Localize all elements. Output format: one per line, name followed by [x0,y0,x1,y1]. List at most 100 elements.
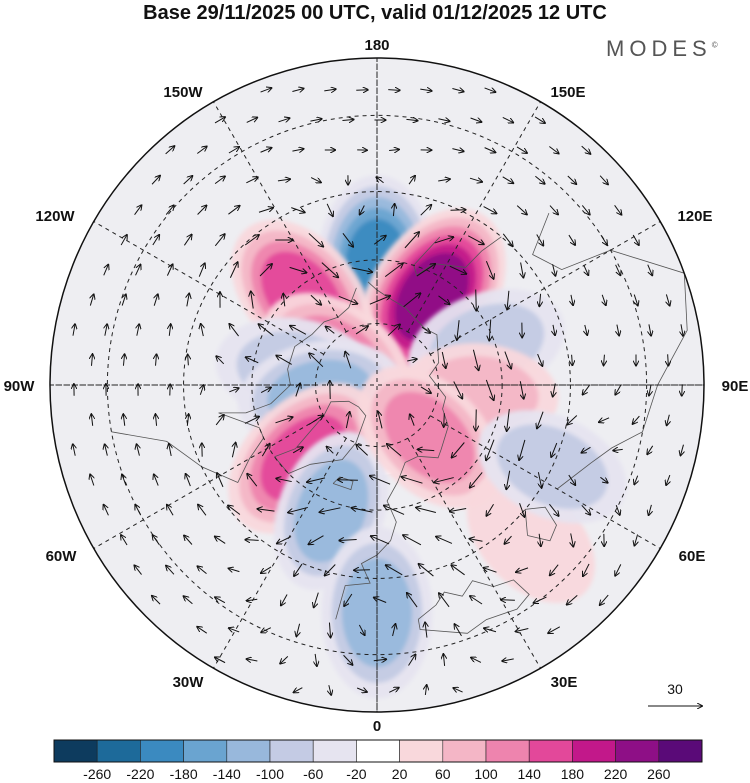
colorbar-tick-label: 60 [435,766,451,782]
colorbar-swatch [140,739,184,763]
wind-vector [453,688,463,692]
meridian-line [429,415,672,556]
wind-vector [516,629,529,632]
wind-vector [103,265,109,276]
wind-vector [443,654,444,666]
wind-vector [154,294,158,306]
wind-vector [452,88,463,91]
wind-vector [425,685,426,695]
wind-vector [167,505,174,516]
colorbar-swatch [312,739,357,763]
wind-vector [550,564,559,576]
wind-vector [91,354,92,366]
wind-vector [615,564,622,575]
wind-vector [339,539,357,540]
wind-vector [135,505,142,516]
wind-vector [295,384,300,397]
colorbar-tick-label: -140 [213,766,241,782]
wind-vector [105,324,107,336]
wind-vector [308,415,323,425]
wind-vector [389,149,399,150]
wind-vector [438,179,450,181]
wind-vector [338,295,357,303]
wind-vector [183,235,191,246]
wind-vector [617,324,619,336]
wind-vector [502,233,512,246]
wind-vector [90,294,93,306]
wind-vector [600,476,607,482]
wind-vector [229,388,238,392]
wind-vector [315,653,317,666]
wind-vector [123,354,124,366]
wind-vector [442,351,445,368]
wind-vector [288,506,308,512]
colorbar-swatch [269,739,314,763]
wind-vector [583,264,589,275]
wind-vector [386,565,403,576]
wind-vector [91,414,92,426]
wind-vector [165,146,175,155]
wind-vector [384,263,403,278]
wind-vector [134,205,142,216]
wind-vector [647,264,652,276]
colorbar-swatch [442,739,487,763]
wind-vector [536,234,544,245]
wind-vector [281,594,288,606]
wind-vector [403,293,421,308]
reference-vector: 30 [648,681,702,706]
wind-vector [470,118,482,122]
wind-vector [451,565,465,576]
meridian-line [206,437,347,680]
wind-vector [484,628,497,632]
wind-vector [585,324,587,335]
wind-vector [634,475,637,485]
wind-vector [259,264,272,277]
wind-vector [666,294,669,305]
wind-vector [261,627,272,633]
wind-vector [320,507,341,512]
wind-vector [258,208,273,213]
lon-label-30e: 30E [551,674,578,691]
wind-vector [484,568,497,573]
lon-label-90w: 90W [4,378,36,395]
wind-vector [261,444,269,457]
wind-vector [229,568,240,571]
wind-vector [553,264,556,275]
colorbar-swatch [399,739,444,763]
wind-vector [516,567,529,572]
wind-vector [121,535,128,546]
colorbar-tick-label: -260 [83,766,111,782]
wind-vector [387,324,400,336]
colorbar-frame [53,739,703,763]
anomaly-center [358,366,501,509]
wind-vector [360,205,365,215]
wind-vector [310,294,321,304]
wind-vector [292,149,303,151]
wind-vector [548,626,561,633]
wind-vector [104,505,109,516]
wind-vector [200,385,203,395]
wind-vector [290,326,307,335]
wind-vector [215,537,226,544]
wind-vector [384,506,405,515]
wind-vector [568,234,575,245]
wind-vector [599,417,610,422]
wind-vector [135,265,141,276]
wind-vector [583,563,590,576]
wind-vector [434,477,454,483]
wind-vector [407,593,418,608]
wind-vector [535,175,544,183]
wind-vector [420,89,431,91]
wind-vector [567,415,578,424]
colorbar-swatch [615,739,660,763]
wind-vector [537,353,543,366]
wind-vector [470,596,483,605]
wind-vector [251,291,253,309]
wind-vector [666,474,670,485]
wind-vector [649,384,651,396]
colorbar-swatch [485,739,530,763]
wind-vector [567,595,578,604]
wind-vector [568,474,575,485]
wind-vector [615,385,622,394]
wind-vector [324,89,335,91]
